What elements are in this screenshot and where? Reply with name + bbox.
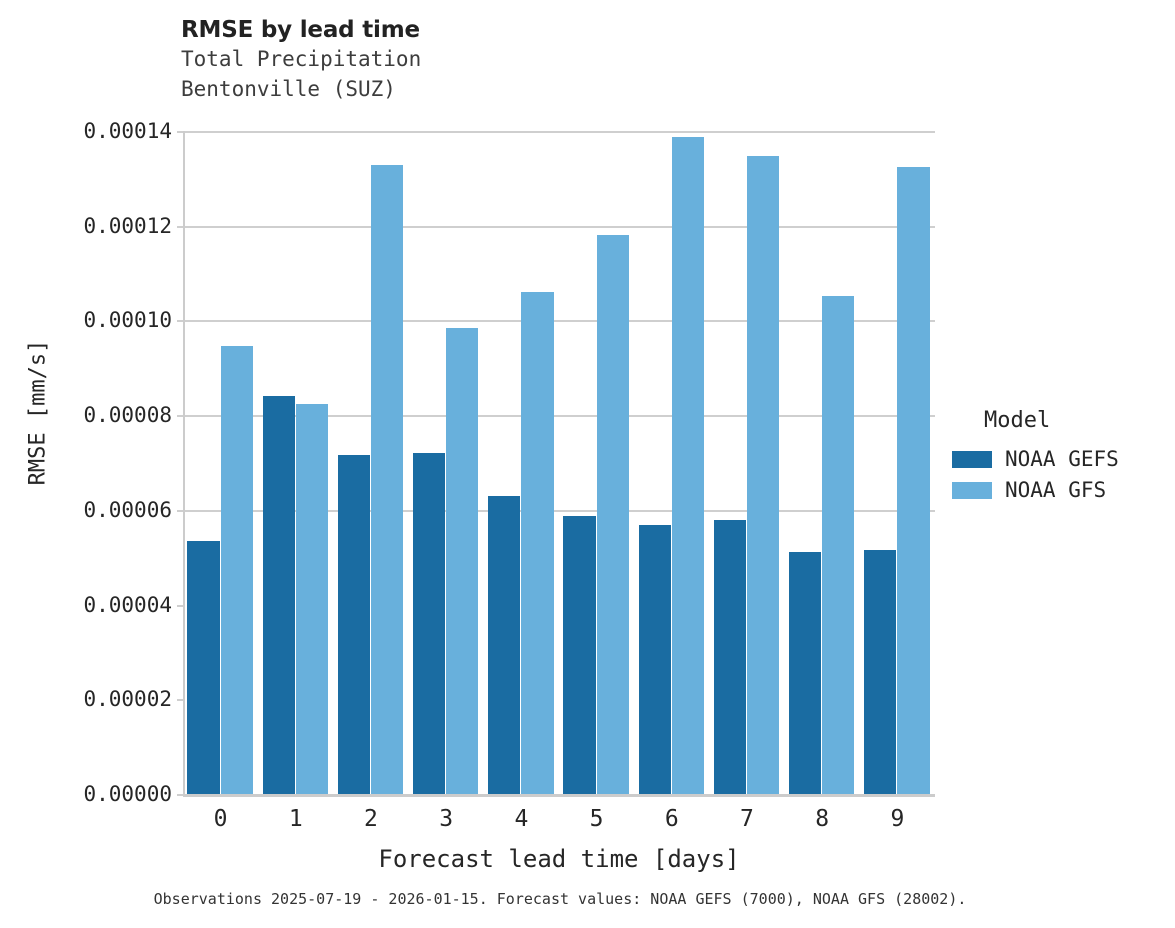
x-axis-tick-label: 0 [213,806,228,832]
legend: Model NOAA GEFS NOAA GFS [952,408,1167,506]
footnote: Observations 2025-07-19 - 2026-01-15. Fo… [153,890,967,908]
y-axis-tick-label: 0.00002 [83,687,172,712]
y-axis-tick-label: 0.00014 [83,119,172,143]
plot-area [177,131,935,797]
y-axis-tick-labels: 0.00000 0.00002 0.00004 0.00006 0.00008 0.000… [0,121,172,805]
x-axis-title: Forecast lead time [days] [378,845,740,873]
chart-subtitle-variable: Total Precipitation [181,47,422,71]
bar[interactable] [488,496,521,794]
gridline [183,509,935,512]
x-axis-tick-label: 2 [364,806,378,832]
gridline [183,131,935,133]
bar[interactable] [446,328,479,794]
y-axis-tickmark [177,509,183,512]
x-axis-tick-label: 7 [740,806,754,832]
legend-swatch-icon [952,451,992,468]
bar[interactable] [671,136,705,794]
y-axis-tickmark [177,699,183,702]
y-axis-tickmark [177,320,183,323]
y-axis-tickmark [177,604,183,607]
y-axis-spine [183,131,185,794]
y-axis-tick-label: 0.00010 [83,308,172,333]
y-axis-tickmark [177,131,183,133]
gridline [183,415,935,418]
bar[interactable] [713,519,746,794]
bar-series-container [183,131,935,794]
x-axis-tick-label: 4 [514,806,529,832]
legend-label: NOAA GEFS [1005,447,1119,471]
y-axis-tickmark [177,225,183,228]
x-axis-tick-label: 9 [890,806,905,832]
gridline [183,320,935,323]
y-axis-tick-label: 0.00000 [83,782,172,806]
bar[interactable] [337,455,370,794]
y-axis-tickmark [177,415,183,418]
bar[interactable] [747,156,780,794]
bar[interactable] [295,403,329,794]
legend-title: Model [984,408,1051,433]
x-axis-tick-labels: 0 1 2 3 4 5 6 7 8 9 [183,806,935,840]
bar[interactable] [262,395,295,794]
bar[interactable] [822,295,855,794]
legend-label: NOAA GFS [1005,478,1107,502]
page-title: RMSE by lead time [181,17,420,43]
bar[interactable] [521,291,554,794]
bar[interactable] [596,235,629,794]
bar[interactable] [187,540,220,794]
legend-item-noaa-gefs[interactable]: NOAA GEFS [952,444,1167,475]
y-axis-tick-label: 0.00006 [83,497,172,522]
x-axis-tick-label: 6 [664,806,679,832]
x-axis-tick-label: 1 [288,806,303,832]
x-axis-tick-label: 8 [815,806,830,832]
y-axis-tick-label: 0.00008 [83,403,172,428]
x-axis-tick-label: 5 [589,806,604,832]
bar[interactable] [638,525,671,794]
x-axis-spine [183,794,935,797]
y-axis-tickmark [177,794,183,796]
y-axis-tick-label: 0.00004 [83,592,172,617]
bar[interactable] [371,165,404,794]
bar[interactable] [788,552,822,794]
x-axis-tick-label: 3 [439,806,454,832]
bar[interactable] [897,166,930,794]
legend-entries: NOAA GEFS NOAA GFS [952,444,1167,506]
bar[interactable] [864,549,897,794]
gridline [183,225,935,228]
bar[interactable] [563,515,596,794]
title-block: RMSE by lead time Total Precipitation Be… [181,16,881,104]
legend-item-noaa-gfs[interactable]: NOAA GFS [952,475,1167,506]
y-axis-tick-label: 0.00012 [83,213,172,238]
bar[interactable] [220,346,253,794]
legend-swatch-icon [952,482,992,499]
chart-subtitle-location: Bentonville (SUZ) [181,77,396,101]
bar[interactable] [412,452,446,794]
